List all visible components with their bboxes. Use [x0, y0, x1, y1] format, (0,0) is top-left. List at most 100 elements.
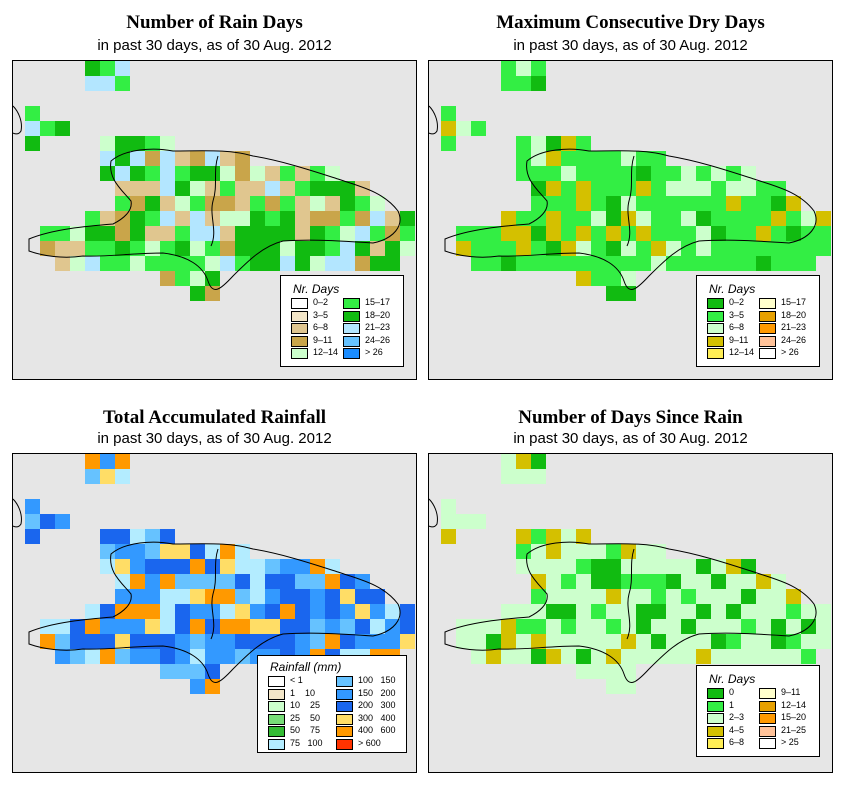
grid-cell [666, 226, 681, 241]
grid-cell [471, 634, 486, 649]
grid-cell [40, 514, 55, 529]
grid-cell [340, 619, 355, 634]
grid-cell [531, 574, 546, 589]
grid-cell [325, 256, 340, 271]
map-legend: Nr. Days 0–2 3–5 6–8 9–11 12–14 15–17 18–20 21–… [280, 275, 404, 367]
grid-cell [591, 544, 606, 559]
panel-title: Total Accumulated Rainfall [102, 407, 327, 428]
grid-cell [115, 151, 130, 166]
grid-cell [696, 211, 711, 226]
legend-label: 9–11 [781, 687, 801, 697]
grid-cell [606, 589, 621, 604]
grid-cell [576, 664, 591, 679]
grid-cell [486, 241, 501, 256]
country-border [210, 155, 219, 247]
grid-cell [546, 151, 561, 166]
grid-cell [85, 76, 100, 91]
grid-cell [370, 589, 385, 604]
grid-cell [370, 211, 385, 226]
panel-rain-days: Number of Rain Days in past 30 days, as … [12, 0, 417, 385]
legend-label: 3–5 [729, 309, 745, 320]
grid-cell [25, 499, 40, 514]
legend-label: 21–23 [781, 322, 807, 332]
grid-cell [756, 589, 771, 604]
grid-cell [501, 634, 516, 649]
grid-cell [205, 574, 220, 589]
grid-cell [295, 619, 310, 634]
grid-cell [561, 649, 576, 664]
grid-cell [531, 256, 546, 271]
grid-cell [340, 256, 355, 271]
grid-cell [786, 604, 801, 619]
grid-cell [130, 151, 145, 166]
grid-cell [160, 226, 175, 241]
grid-cell [220, 574, 235, 589]
grid-cell [295, 256, 310, 271]
grid-cell [786, 226, 801, 241]
grid-cell [501, 76, 516, 91]
grid-cell [591, 589, 606, 604]
grid-cell [25, 106, 40, 121]
grid-cell [531, 454, 546, 469]
grid-cell [786, 256, 801, 271]
grid-cell [40, 121, 55, 136]
grid-cell [651, 166, 666, 181]
legend-swatch [707, 688, 724, 699]
grid-cell [516, 136, 531, 151]
grid-cell [771, 634, 786, 649]
grid-cell [711, 241, 726, 256]
legend-swatch [291, 310, 308, 322]
grid-cell [531, 589, 546, 604]
grid-cell [265, 559, 280, 574]
grid-cell [145, 529, 160, 544]
grid-cell [666, 256, 681, 271]
grid-cell [175, 226, 190, 241]
grid-cell [160, 271, 175, 286]
grid-cell [576, 634, 591, 649]
legend-label: 2–3 [729, 712, 745, 722]
grid-cell [280, 619, 295, 634]
grid-cell [651, 196, 666, 211]
grid-cell [265, 574, 280, 589]
grid-cell [295, 166, 310, 181]
grid-cell [130, 256, 145, 271]
legend-swatch [707, 725, 724, 737]
grid-cell [516, 619, 531, 634]
grid-cell [100, 61, 115, 76]
legend-swatch [268, 713, 285, 725]
grid-cell [55, 649, 70, 664]
grid-cell [786, 634, 801, 649]
grid-cell [741, 196, 756, 211]
grid-cell [115, 469, 130, 484]
grid-cell [115, 559, 130, 574]
coastline [444, 148, 817, 290]
grid-cell [385, 211, 400, 226]
grid-cell [370, 619, 385, 634]
grid-cell [666, 181, 681, 196]
grid-cell [205, 166, 220, 181]
grid-cell [441, 529, 456, 544]
grid-cell [741, 559, 756, 574]
grid-cell [606, 166, 621, 181]
grid-cell [310, 256, 325, 271]
grid-cell [561, 211, 576, 226]
grid-cell [696, 649, 711, 664]
grid-cell [726, 211, 741, 226]
legend-label: 12–14 [781, 699, 807, 710]
country-border [626, 548, 635, 640]
grid-cell [175, 649, 190, 664]
grid-cell [130, 634, 145, 649]
grid-cell [115, 544, 130, 559]
grid-cell [591, 166, 606, 181]
grid-cell [190, 589, 205, 604]
grid-cell [696, 226, 711, 241]
grid-cell [621, 574, 636, 589]
legend-swatch [268, 738, 285, 750]
grid-cell [771, 181, 786, 196]
grid-cell [576, 529, 591, 544]
grid-cell [325, 589, 340, 604]
grid-cell [265, 619, 280, 634]
grid-cell [25, 529, 40, 544]
grid-cell [220, 589, 235, 604]
grid-cell [355, 256, 370, 271]
